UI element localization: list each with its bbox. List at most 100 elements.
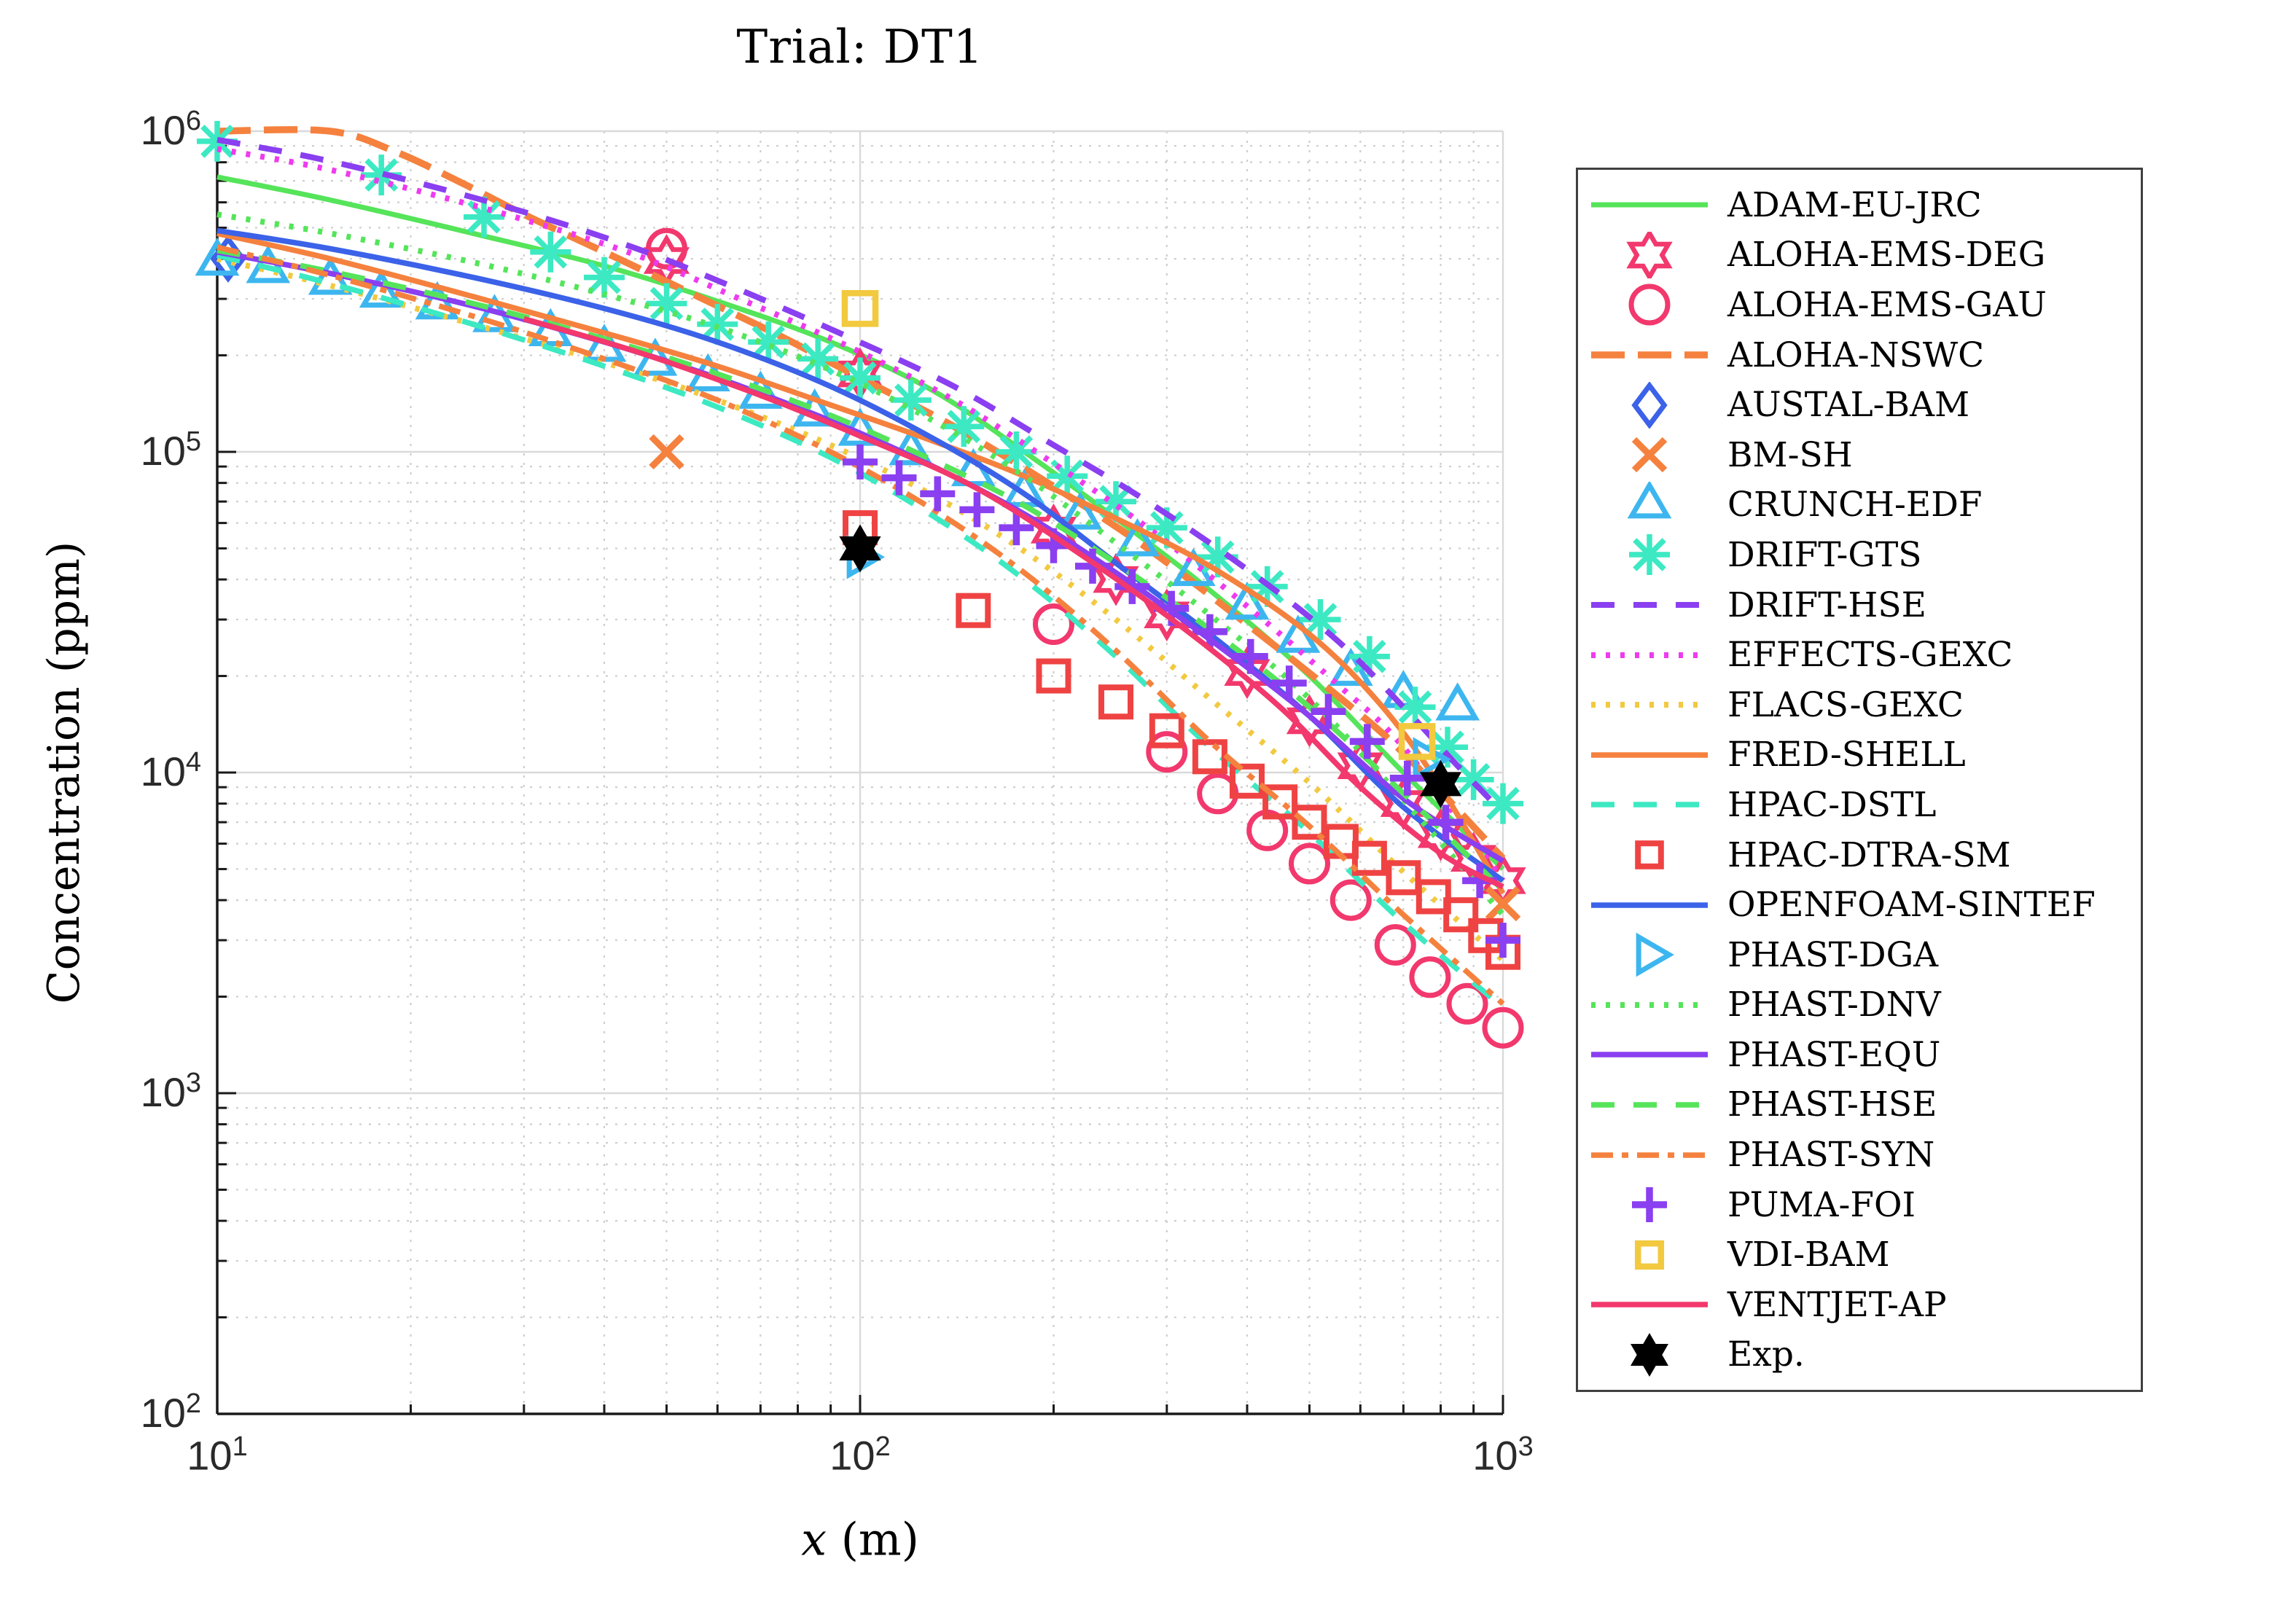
marker-triangle-up	[1115, 518, 1160, 557]
y-axis-label: Concentration (ppm)	[39, 541, 90, 1004]
marker-square	[841, 289, 879, 327]
legend-swatch	[1591, 1102, 1708, 1108]
legend-label: PHAST-HSE	[1727, 1084, 1937, 1125]
legend-swatch	[1628, 284, 1671, 326]
series-aloha-nswc	[216, 126, 1506, 861]
marker-triangle-up	[1058, 491, 1103, 530]
legend-label: FRED-SHELL	[1727, 735, 1966, 775]
marker-triangle-up	[1435, 682, 1480, 721]
marker-plus	[1428, 805, 1464, 840]
legend-label: VENTJET-AP	[1727, 1284, 1947, 1325]
legend-label: PHAST-DNV	[1727, 985, 1941, 1025]
marker-square	[1351, 840, 1387, 876]
legend-label: AUSTAL-BAM	[1727, 385, 1970, 426]
chart-title: Trial: DT1	[736, 20, 984, 74]
y-tick-label: 105	[140, 426, 201, 474]
marker-asterisk	[840, 357, 880, 399]
legend-label: VDI-BAM	[1727, 1235, 1890, 1275]
marker-plus	[843, 444, 878, 480]
marker-circle	[1289, 842, 1330, 885]
legend-item-effects-gexc: EFFECTS-GEXC	[1578, 630, 2141, 680]
series-bm-sh	[649, 434, 1521, 922]
marker-square	[1443, 897, 1479, 933]
legend: ADAM-EU-JRC ALOHA-EMS-DEG ALOHA-EMS-GAU ALO…	[1576, 168, 2143, 1392]
legend-swatch	[1591, 602, 1708, 609]
legend-swatch	[1591, 802, 1708, 808]
legend-item-aloha-ems-deg: ALOHA-EMS-DEG	[1578, 230, 2141, 281]
marker-hexagram-filled	[839, 524, 881, 573]
marker-square	[1262, 784, 1298, 820]
marker-square	[1149, 713, 1184, 748]
legend-label: EFFECTS-GEXC	[1727, 635, 2013, 676]
marker-circle	[1446, 982, 1488, 1025]
marker-asterisk	[584, 257, 625, 298]
legend-label: PHAST-SYN	[1727, 1135, 1935, 1176]
legend-label: ALOHA-NSWC	[1727, 335, 1985, 375]
series-hpac-dstl	[216, 252, 1505, 1010]
legend-item-phast-dga: PHAST-DGA	[1578, 930, 2141, 980]
legend-label: OPENFOAM-SINTEF	[1727, 885, 2096, 926]
marker-square	[1398, 723, 1436, 760]
marker-asterisk	[943, 406, 985, 447]
legend-label: ADAM-EU-JRC	[1727, 184, 1982, 225]
legend-item-hpac-dtra-sm: HPAC-DTRA-SM	[1578, 830, 2141, 880]
legend-swatch	[1591, 351, 1708, 359]
marker-square	[1416, 879, 1451, 915]
marker-hexagram-filled	[1419, 759, 1462, 808]
legend-item-exp: Exp.	[1578, 1330, 2141, 1380]
legend-label: FLACS-GEXC	[1727, 684, 1964, 725]
legend-swatch	[1591, 202, 1708, 208]
marker-circle	[1146, 731, 1188, 773]
marker-plus	[920, 476, 956, 512]
marker-square	[956, 593, 991, 628]
marker-triangle-up	[359, 269, 404, 308]
series-exp	[839, 524, 1462, 808]
legend-label: ALOHA-EMS-DEG	[1727, 235, 2046, 275]
marker-asterisk	[996, 431, 1037, 472]
series-puma-foi	[843, 444, 1520, 958]
legend-swatch	[1634, 1240, 1665, 1270]
marker-plus	[1271, 665, 1307, 701]
marker-circle	[1033, 603, 1074, 645]
series-phast-dnv	[216, 211, 1506, 917]
marker-plus	[1233, 638, 1268, 674]
marker-circle	[1482, 1006, 1524, 1049]
marker-square	[1292, 805, 1327, 840]
legend-swatch	[1591, 902, 1708, 908]
x-tick-label: 103	[1472, 1431, 1534, 1479]
marker-square	[1192, 739, 1227, 775]
marker-plus	[1389, 760, 1425, 796]
marker-circle	[1409, 956, 1451, 998]
marker-x	[649, 434, 684, 470]
legend-label: PHAST-EQU	[1727, 1034, 1941, 1075]
legend-label: PUMA-FOI	[1727, 1184, 1916, 1225]
legend-label: HPAC-DTRA-SM	[1727, 834, 2011, 875]
series-effects-gexc	[216, 146, 1506, 883]
legend-item-ventjet-ap: VENTJET-AP	[1578, 1280, 2141, 1330]
marker-asterisk	[1300, 599, 1341, 641]
legend-item-puma-foi: PUMA-FOI	[1578, 1180, 2141, 1230]
marker-square	[1036, 658, 1071, 694]
legend-label: CRUNCH-EDF	[1727, 485, 1983, 525]
marker-square	[1098, 684, 1134, 720]
legend-swatch	[1591, 652, 1708, 658]
legend-swatch	[1635, 840, 1664, 869]
marker-plus	[999, 510, 1034, 546]
marker-asterisk	[890, 380, 932, 421]
y-tick-label: 104	[140, 747, 201, 794]
y-tick-label: 103	[140, 1068, 201, 1115]
marker-asterisk	[646, 283, 687, 324]
legend-swatch	[1632, 1187, 1667, 1223]
marker-plus	[1114, 568, 1150, 604]
marker-plus	[959, 492, 995, 528]
legend-item-phast-hse: PHAST-HSE	[1578, 1080, 2141, 1130]
marker-plus	[1485, 923, 1520, 958]
legend-swatch	[1631, 1332, 1668, 1377]
marker-square	[1386, 860, 1421, 896]
legend-item-phast-dnv: PHAST-DNV	[1578, 980, 2141, 1031]
legend-swatch	[1591, 752, 1708, 758]
legend-item-flacs-gexc: FLACS-GEXC	[1578, 680, 2141, 730]
legend-item-openfoam-sintef: OPENFOAM-SINTEF	[1578, 880, 2141, 930]
legend-label: HPAC-DSTL	[1727, 784, 1937, 825]
